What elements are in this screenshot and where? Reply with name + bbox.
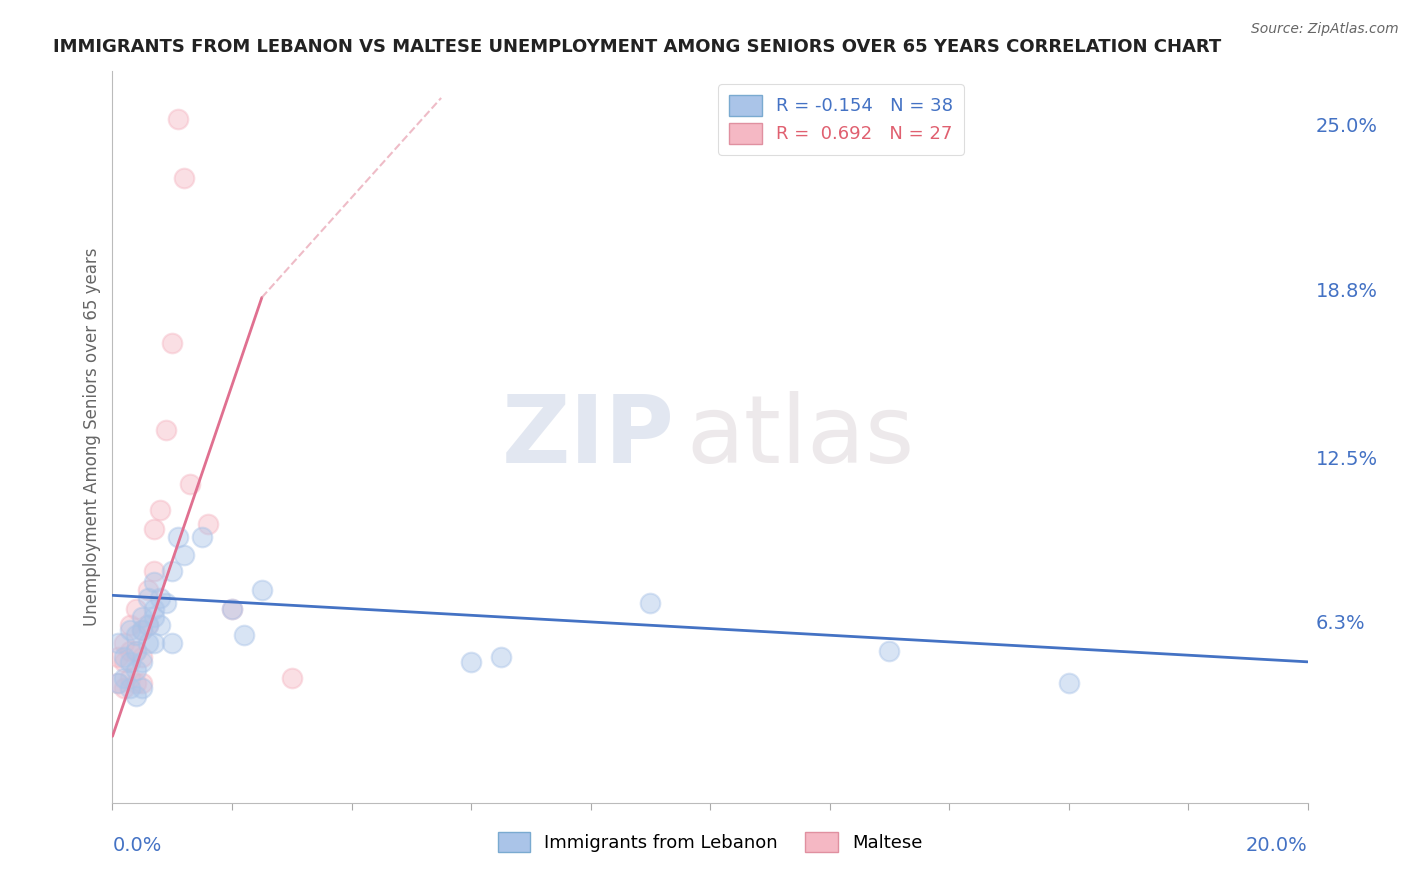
Point [125, 663, 148, 677]
Point [114, 681, 135, 696]
Point [149, 591, 172, 605]
Point [143, 522, 166, 536]
Point [120, 617, 142, 632]
Point [120, 671, 142, 685]
Point [250, 582, 273, 597]
Point [143, 609, 166, 624]
Point [120, 655, 142, 669]
Point [162, 565, 183, 579]
Point [191, 530, 214, 544]
Point [173, 549, 195, 563]
Point [640, 596, 662, 610]
Point [138, 636, 160, 650]
Text: atlas: atlas [686, 391, 914, 483]
Point [131, 609, 153, 624]
Point [138, 617, 160, 632]
Point [143, 636, 166, 650]
Legend: Immigrants from Lebanon, Maltese: Immigrants from Lebanon, Maltese [491, 824, 929, 860]
Point [131, 676, 153, 690]
Point [114, 636, 135, 650]
Point [131, 623, 153, 637]
Point [120, 623, 142, 637]
Point [460, 655, 482, 669]
Point [179, 476, 201, 491]
Point [167, 112, 190, 127]
Point [120, 644, 142, 658]
Point [120, 681, 142, 696]
Text: ZIP: ZIP [502, 391, 675, 483]
Point [131, 655, 153, 669]
Point [138, 591, 160, 605]
Point [138, 617, 160, 632]
Text: 0.0%: 0.0% [112, 836, 162, 855]
Point [125, 690, 148, 704]
Point [489, 649, 512, 664]
Point [167, 530, 190, 544]
Point [125, 676, 148, 690]
Point [149, 617, 172, 632]
Text: Source: ZipAtlas.com: Source: ZipAtlas.com [1251, 22, 1399, 37]
Point [125, 601, 148, 615]
Point [107, 649, 129, 664]
Point [1057, 676, 1080, 690]
Y-axis label: Unemployment Among Seniors over 65 years: Unemployment Among Seniors over 65 years [83, 248, 101, 626]
Point [155, 424, 177, 438]
Point [138, 582, 160, 597]
Point [233, 628, 256, 642]
Point [143, 601, 166, 615]
Point [114, 655, 135, 669]
Point [125, 628, 148, 642]
Point [131, 623, 153, 637]
Point [162, 636, 183, 650]
Point [107, 676, 129, 690]
Point [173, 170, 195, 185]
Point [221, 601, 243, 615]
Point [131, 681, 153, 696]
Point [149, 503, 172, 517]
Text: IMMIGRANTS FROM LEBANON VS MALTESE UNEMPLOYMENT AMONG SENIORS OVER 65 YEARS CORR: IMMIGRANTS FROM LEBANON VS MALTESE UNEMP… [53, 38, 1220, 56]
Point [114, 649, 135, 664]
Point [125, 644, 148, 658]
Point [107, 636, 129, 650]
Point [281, 671, 304, 685]
Point [107, 676, 129, 690]
Text: 20.0%: 20.0% [1246, 836, 1308, 855]
Point [143, 575, 166, 590]
Point [114, 671, 135, 685]
Point [155, 596, 177, 610]
Point [879, 644, 901, 658]
Point [221, 601, 243, 615]
Point [131, 649, 153, 664]
Point [125, 644, 148, 658]
Point [143, 565, 166, 579]
Point [162, 335, 183, 350]
Point [197, 516, 219, 531]
